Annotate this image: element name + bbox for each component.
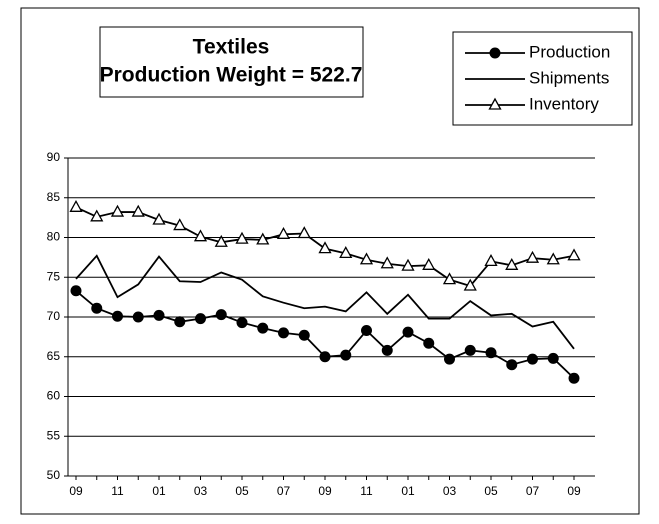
- point: [401, 258, 415, 271]
- x-tick-label: 05: [235, 484, 249, 498]
- point: [278, 327, 289, 339]
- point: [444, 353, 455, 365]
- legend-label: Inventory: [529, 94, 599, 113]
- point: [69, 199, 83, 212]
- point: [484, 254, 498, 267]
- point: [488, 97, 502, 110]
- point: [90, 209, 104, 222]
- title-box: [99, 26, 364, 98]
- legend-label: Production: [529, 42, 610, 61]
- point: [464, 344, 476, 356]
- point: [153, 309, 165, 321]
- chart-subtitle: Production Weight = 522.7: [100, 64, 363, 87]
- point: [152, 212, 166, 225]
- point: [318, 241, 332, 254]
- point: [525, 250, 540, 263]
- x-tick-label: 07: [277, 484, 291, 498]
- y-tick-label: 85: [47, 190, 61, 204]
- point: [131, 204, 145, 217]
- point: [257, 322, 269, 334]
- x-tick-label: 09: [318, 484, 332, 498]
- point: [91, 302, 103, 314]
- point: [215, 309, 227, 321]
- point: [359, 252, 374, 265]
- point: [195, 313, 206, 325]
- point: [214, 234, 228, 247]
- point: [174, 316, 186, 328]
- series-line: [75, 254, 575, 350]
- point: [567, 248, 581, 261]
- point: [319, 351, 331, 363]
- y-tick-label: 90: [47, 150, 61, 164]
- point: [506, 359, 518, 371]
- y-tick-label: 50: [47, 468, 61, 482]
- x-tick-label: 11: [111, 484, 124, 498]
- y-tick-label: 75: [47, 269, 61, 283]
- legend-label: Shipments: [529, 68, 609, 87]
- point: [112, 310, 123, 322]
- point: [193, 229, 208, 242]
- x-tick-label: 07: [526, 484, 540, 498]
- point: [110, 204, 125, 217]
- point: [236, 317, 248, 329]
- x-tick-label: 03: [443, 484, 457, 498]
- chart-title: Textiles: [193, 36, 270, 59]
- point: [505, 257, 519, 270]
- x-tick-label: 01: [152, 484, 166, 498]
- point: [132, 311, 144, 323]
- point: [485, 347, 497, 359]
- point: [463, 278, 477, 291]
- series-line: [75, 290, 575, 379]
- point: [235, 231, 249, 244]
- point: [339, 246, 353, 259]
- x-tick-label: 09: [69, 484, 83, 498]
- x-tick-label: 11: [360, 484, 373, 498]
- point: [70, 285, 82, 297]
- point: [380, 256, 394, 269]
- point: [547, 352, 559, 364]
- point: [546, 252, 560, 265]
- point: [568, 372, 580, 384]
- point: [489, 47, 501, 59]
- y-tick-label: 70: [47, 309, 61, 323]
- point: [361, 325, 372, 337]
- x-tick-label: 05: [484, 484, 498, 498]
- y-tick-label: 60: [47, 389, 61, 403]
- point: [298, 329, 310, 341]
- point: [256, 232, 270, 245]
- point: [422, 257, 436, 270]
- point: [423, 337, 435, 349]
- y-tick-label: 65: [47, 349, 61, 363]
- point: [297, 226, 311, 239]
- point: [173, 218, 187, 231]
- point: [276, 226, 291, 239]
- y-tick-label: 55: [47, 428, 61, 442]
- x-tick-label: 01: [401, 484, 415, 498]
- y-tick-label: 80: [47, 230, 61, 244]
- x-tick-label: 09: [567, 484, 581, 498]
- point: [527, 353, 538, 365]
- point: [340, 349, 352, 361]
- point: [381, 344, 393, 356]
- point: [402, 326, 414, 338]
- chart-frame: [20, 7, 640, 515]
- x-tick-label: 03: [194, 484, 208, 498]
- point: [442, 272, 457, 285]
